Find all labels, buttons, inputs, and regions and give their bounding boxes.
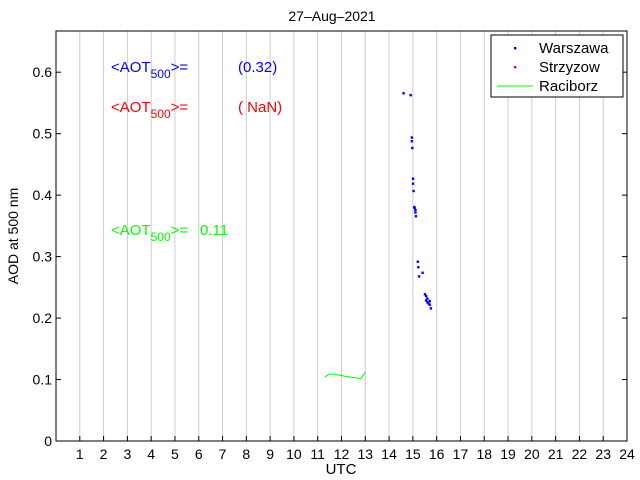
data-point-warszawa bbox=[424, 294, 428, 298]
data-point-warszawa bbox=[413, 205, 416, 209]
x-tick-label: 12 bbox=[334, 446, 350, 462]
x-tick-label: 22 bbox=[572, 446, 588, 462]
data-point-warszawa bbox=[410, 140, 414, 143]
data-point-warszawa bbox=[414, 215, 418, 218]
data-point-warszawa bbox=[428, 303, 431, 306]
data-point-warszawa bbox=[428, 299, 431, 303]
chart-title: 27–Aug–2021 bbox=[288, 8, 375, 24]
data-point-warszawa bbox=[417, 266, 420, 269]
y-tick-label: 0.4 bbox=[33, 187, 53, 203]
x-tick-label: 18 bbox=[476, 446, 492, 462]
data-point-warszawa bbox=[423, 293, 427, 296]
x-tick-label: 21 bbox=[548, 446, 564, 462]
y-tick-label: 0.5 bbox=[33, 126, 53, 142]
aot-annotation-label: <AOT500>= bbox=[111, 222, 188, 244]
x-tick-label: 15 bbox=[405, 446, 421, 462]
y-tick-label: 0 bbox=[44, 433, 52, 449]
x-tick-label: 13 bbox=[358, 446, 374, 462]
x-tick-label: 2 bbox=[100, 446, 108, 462]
data-point-warszawa bbox=[402, 92, 405, 95]
data-point-warszawa bbox=[424, 299, 428, 302]
x-tick-label: 7 bbox=[219, 446, 227, 462]
x-axis-label: UTC bbox=[326, 461, 357, 478]
aot-annotation-label: <AOT500>= bbox=[111, 99, 188, 121]
data-point-warszawa bbox=[414, 208, 417, 212]
data-point-warszawa bbox=[410, 136, 414, 139]
data-point-warszawa bbox=[411, 177, 415, 180]
aot-annotation-value: (0.32) bbox=[238, 59, 277, 76]
x-tick-label: 5 bbox=[171, 446, 179, 462]
legend-box bbox=[490, 34, 624, 98]
x-tick-label: 1 bbox=[76, 446, 84, 462]
data-point-warszawa bbox=[413, 207, 416, 210]
legend: Warszawa Strzyzow Raciborz bbox=[490, 34, 624, 98]
x-tick-label: 23 bbox=[595, 446, 611, 462]
y-tick-label: 0.6 bbox=[33, 64, 53, 80]
data-point-warszawa bbox=[416, 260, 420, 263]
x-tick-label: 6 bbox=[195, 446, 203, 462]
legend-label-strzyzow: Strzyzow bbox=[539, 59, 600, 76]
x-tick-label: 10 bbox=[286, 446, 302, 462]
legend-label-warszawa: Warszawa bbox=[539, 40, 609, 57]
x-tick-label: 16 bbox=[429, 446, 445, 462]
x-tick-label: 3 bbox=[123, 446, 131, 462]
data-point-warszawa bbox=[426, 297, 429, 300]
data-point-warszawa bbox=[427, 302, 430, 305]
axis-ticks: 1 2 3 4 5 6 7 8 9 10 11 12 13 14 15 16 17 18 19 20 21 22 23 240… bbox=[33, 64, 635, 462]
data-layer bbox=[324, 92, 433, 380]
legend-swatch-point bbox=[514, 47, 517, 50]
legend-label-raciborz: Raciborz bbox=[539, 78, 598, 95]
data-point-warszawa bbox=[411, 182, 415, 185]
x-tick-label: 8 bbox=[242, 446, 250, 462]
y-tick-label: 0.3 bbox=[33, 249, 53, 265]
grid bbox=[79, 31, 604, 441]
x-tick-label: 17 bbox=[453, 446, 469, 462]
aot-annotation-label: <AOT500>= bbox=[111, 59, 188, 81]
data-point-warszawa bbox=[412, 189, 415, 193]
x-tick-label: 9 bbox=[266, 446, 274, 462]
aot-annotation-value: ( NaN) bbox=[238, 99, 282, 116]
y-axis-label: AOD at 500 nm bbox=[5, 188, 21, 285]
x-tick-label: 11 bbox=[310, 446, 325, 462]
series-line-raciborz bbox=[324, 371, 366, 380]
data-point-warszawa bbox=[429, 307, 433, 310]
x-tick-label: 4 bbox=[147, 446, 155, 462]
x-tick-label: 24 bbox=[619, 446, 635, 462]
y-tick-label: 0.1 bbox=[33, 372, 53, 388]
data-point-warszawa bbox=[426, 301, 429, 304]
legend-swatch-point bbox=[514, 66, 517, 69]
y-tick-label: 0.2 bbox=[33, 310, 53, 326]
x-tick-label: 20 bbox=[524, 446, 540, 462]
data-point-warszawa bbox=[414, 211, 417, 214]
data-point-warszawa bbox=[411, 146, 414, 150]
x-tick-label: 19 bbox=[500, 446, 516, 462]
data-point-warszawa bbox=[421, 271, 424, 274]
data-point-warszawa bbox=[417, 275, 421, 278]
annotations: <AOT500>= (0.32) <AOT500>= ( NaN) <AOT500>= 0… bbox=[111, 59, 282, 244]
x-tick-label: 14 bbox=[381, 446, 397, 462]
aot-annotation-value: 0.11 bbox=[200, 222, 228, 239]
data-point-warszawa bbox=[409, 93, 412, 97]
